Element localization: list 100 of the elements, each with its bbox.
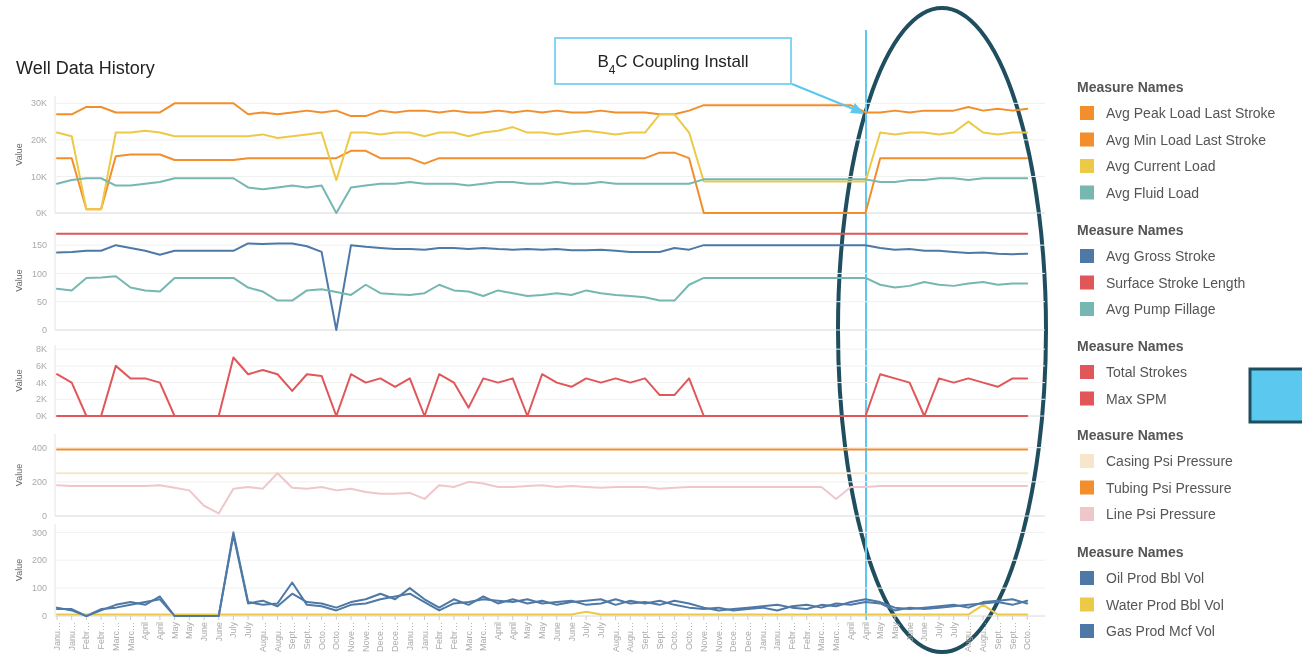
x-tick-label: Augu… (610, 622, 621, 653)
x-tick-label: Augu… (272, 622, 283, 653)
x-tick-label: Nove… (698, 622, 709, 653)
legend-label: Total Strokes (1106, 364, 1187, 380)
x-tick-label: Octo… (1022, 622, 1033, 651)
y-tick-label: 0K (35, 411, 47, 422)
x-tick-label: Febr… (81, 622, 92, 650)
y-tick-label: 0 (41, 511, 47, 522)
x-tick-label: Octo… (331, 622, 342, 651)
legend-label: Avg Min Load Last Stroke (1106, 131, 1267, 148)
x-tick-label: Augu… (625, 622, 636, 653)
legend-title: Measure Names (1077, 79, 1184, 95)
y-axis-title: Value (14, 558, 24, 582)
y-axis-title: Value (14, 463, 24, 487)
legend-label: Max SPM (1106, 390, 1167, 407)
y-axis-title: Value (14, 143, 24, 166)
legend-label: Avg Peak Load Last Stroke (1106, 105, 1276, 121)
y-axis-title: Value (14, 269, 24, 292)
legend-label: Casing Psi Pressure (1106, 453, 1234, 469)
x-tick-label: May (889, 621, 900, 640)
x-tick-label: Febr… (787, 622, 797, 650)
y-tick-label: 200 (31, 476, 47, 487)
y-tick-label: 50 (36, 296, 47, 307)
x-tick-label: Nove… (360, 622, 371, 653)
x-tick-label: Octo… (669, 622, 680, 651)
x-tick-label: July (948, 621, 959, 639)
x-tick-label: Febr… (434, 622, 445, 650)
x-tick-label: April (154, 622, 165, 641)
chart-title: Well Data History (16, 58, 155, 78)
y-tick-label: 100 (31, 268, 47, 279)
x-tick-label: April (507, 622, 518, 641)
x-tick-label: July (595, 621, 606, 639)
x-tick-label: Marc… (463, 622, 474, 651)
legend-label: Oil Prod Bbl Vol (1106, 570, 1205, 586)
x-tick-label: June (904, 622, 915, 642)
x-tick-label: July (228, 621, 239, 639)
x-tick-label: May (875, 621, 886, 640)
x-tick-label: June (213, 622, 224, 642)
x-tick-label: June (199, 622, 209, 642)
x-tick-label: Augu… (978, 622, 989, 653)
legend-title: Measure Names (1077, 222, 1184, 238)
x-tick-label: Octo… (316, 622, 327, 651)
x-tick-label: Febr… (448, 622, 459, 650)
y-tick-label: 4K (35, 377, 47, 388)
x-tick-label: Dece… (375, 622, 386, 653)
y-tick-label: 20K (30, 135, 47, 146)
x-tick-label: Sept… (1007, 622, 1018, 650)
x-tick-label: Sept… (654, 622, 665, 650)
x-tick-label: May (184, 621, 195, 640)
y-tick-label: 0K (35, 208, 47, 219)
legend-label: Avg Current Load (1106, 158, 1216, 174)
x-tick-label: June (566, 622, 577, 642)
legend-label: Water Prod Bbl Vol (1106, 596, 1224, 613)
x-tick-label: May (522, 621, 533, 640)
x-tick-label: Janu… (52, 622, 62, 651)
x-tick-label: Augu… (257, 622, 268, 653)
x-tick-label: Sept… (992, 622, 1003, 650)
x-tick-label: April (860, 622, 871, 641)
y-tick-label: 200 (31, 555, 47, 566)
x-tick-label: Janu… (757, 622, 768, 651)
y-tick-label: 30K (30, 98, 47, 109)
x-tick-label: Marc… (478, 622, 489, 651)
y-tick-label: 2K (35, 394, 47, 405)
y-tick-label: 150 (31, 240, 47, 251)
x-tick-label: Octo… (684, 622, 695, 651)
legend-label: Avg Pump Fillage (1106, 301, 1216, 317)
legend-title: Measure Names (1077, 338, 1184, 354)
y-tick-label: 400 (31, 442, 47, 453)
legend-label: Tubing Psi Pressure (1106, 479, 1232, 496)
legend-label: Line Psi Pressure (1106, 506, 1216, 522)
x-tick-label: Nove… (346, 622, 356, 653)
x-tick-label: Sept… (640, 622, 650, 650)
x-tick-label: Marc… (125, 622, 136, 651)
y-tick-label: 100 (31, 583, 47, 594)
y-tick-label: 6K (35, 361, 47, 372)
x-tick-label: April (140, 622, 151, 641)
legend-label: Surface Stroke Length (1106, 274, 1246, 291)
x-tick-label: Sept… (301, 622, 312, 650)
y-tick-label: 0 (41, 611, 47, 622)
x-tick-label: Febr… (801, 622, 812, 650)
x-tick-label: April (493, 622, 503, 641)
y-tick-label: 300 (31, 527, 47, 538)
x-tick-label: May (169, 621, 180, 640)
x-tick-label: Sept… (287, 622, 298, 650)
x-tick-label: June (919, 622, 930, 642)
y-tick-label: 10K (30, 171, 47, 182)
legend-label: Gas Prod Mcf Vol (1106, 623, 1215, 639)
x-tick-label: April (845, 622, 856, 641)
x-tick-label: Janu… (772, 622, 783, 651)
y-axis-title: Value (14, 369, 24, 392)
y-tick-label: 8K (35, 344, 47, 355)
x-tick-label: July (581, 621, 592, 639)
x-tick-label: Febr… (96, 622, 107, 650)
x-tick-label: Dece… (728, 622, 739, 653)
x-tick-label: Marc… (110, 622, 121, 651)
x-tick-label: Janu… (66, 622, 77, 651)
x-tick-label: June (551, 622, 562, 642)
x-tick-label: May (537, 621, 548, 640)
x-tick-label: Dece… (742, 622, 753, 653)
legend-label: Avg Gross Stroke (1106, 248, 1216, 264)
